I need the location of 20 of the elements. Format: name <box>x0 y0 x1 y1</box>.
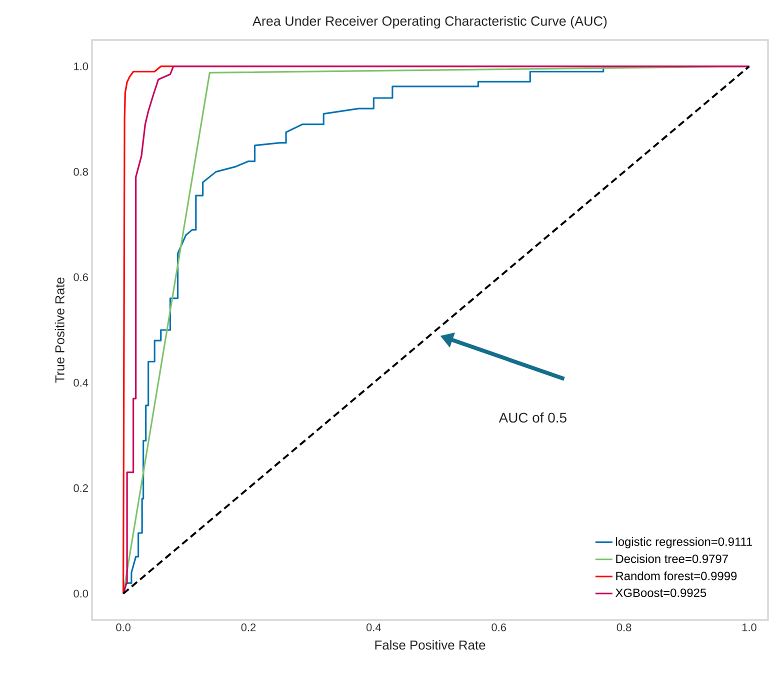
x-tick-label: 1.0 <box>742 624 756 632</box>
legend-label: Decision tree=0.9797 <box>616 554 728 564</box>
x-tick-label: 0.2 <box>241 624 256 632</box>
x-tick-label: 0.6 <box>492 624 506 632</box>
legend-label: XGBoost=0.9925 <box>615 588 706 598</box>
legend-label: Random forest=0.9999 <box>616 571 737 580</box>
y-tick-label: 0.8 <box>74 168 88 176</box>
legend-label: logistic regression=0.9111 <box>616 537 752 548</box>
chart-title: Area Under Receiver Operating Characteristic Curve (AUC) <box>252 16 607 28</box>
x-axis-title: False Positive Rate <box>375 640 486 650</box>
y-tick-label: 0.6 <box>74 273 88 282</box>
x-tick-label: 0.8 <box>616 624 632 632</box>
annotation: AUC of 0.5 <box>498 412 566 423</box>
y-tick-label: 0.2 <box>74 484 88 492</box>
x-tick-label: 0.4 <box>366 624 381 632</box>
y-tick-label: 1.0 <box>74 62 88 70</box>
y-tick-label: 0.4 <box>74 378 88 387</box>
x-tick-label: 0.0 <box>116 624 130 632</box>
y-axis-title: True Positive Rate <box>54 278 64 383</box>
y-tick-label: 0.0 <box>74 590 88 598</box>
